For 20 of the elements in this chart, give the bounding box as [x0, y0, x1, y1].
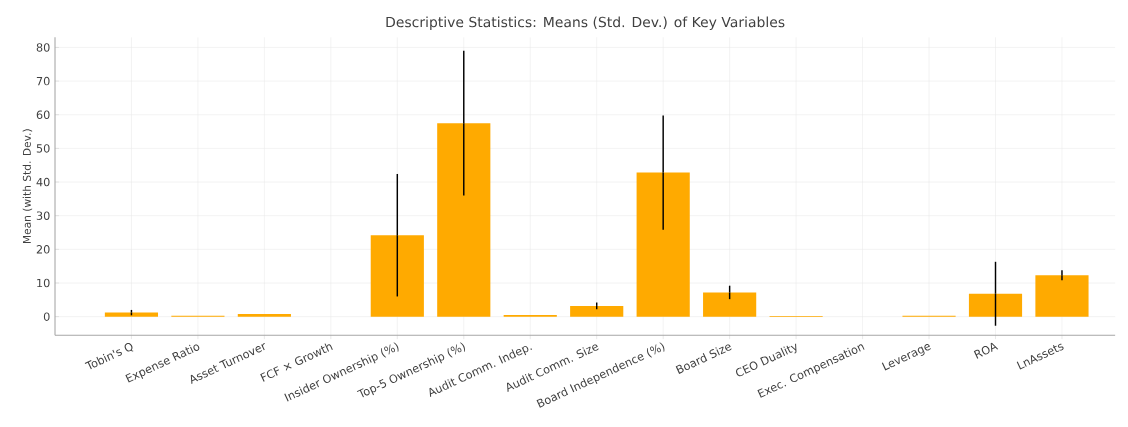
bar	[703, 292, 757, 317]
y-tick-label: 40	[36, 177, 50, 187]
bar	[968, 293, 1023, 317]
bar	[104, 312, 159, 317]
y-tick-label: 20	[36, 245, 50, 254]
bar	[636, 172, 690, 317]
y-tick-label: 30	[36, 211, 50, 220]
bar	[237, 313, 291, 317]
bar	[570, 305, 624, 317]
x-tick-label: ROA	[973, 342, 999, 359]
bar	[1035, 275, 1089, 317]
y-tick-label: 50	[36, 144, 50, 153]
y-tick-label: 80	[36, 43, 50, 52]
y-axis-title: Mean (with Std. Dev.)	[22, 129, 33, 244]
y-tick-label: 70	[36, 76, 50, 86]
bar	[437, 123, 491, 317]
y-tick-label: 0	[43, 312, 50, 321]
chart-title: Descriptive Statistics: Means (Std. Dev.) of Key Variables	[386, 16, 785, 30]
y-tick-label: 10	[37, 278, 50, 288]
y-tick-label: 60	[36, 110, 50, 120]
